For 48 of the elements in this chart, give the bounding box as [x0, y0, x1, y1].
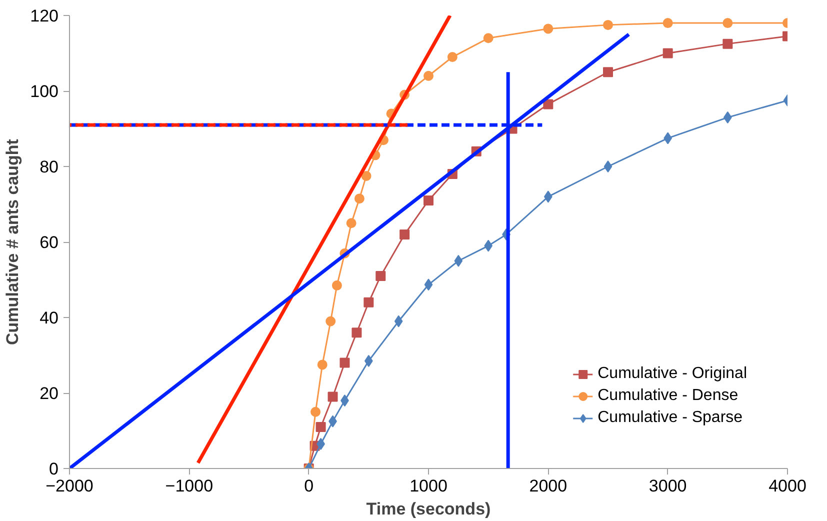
point: [603, 20, 613, 30]
y-tick-label: 80: [40, 158, 59, 176]
point: [603, 67, 613, 78]
x-tick-label: 1000: [410, 476, 448, 496]
point: [310, 406, 321, 417]
point: [543, 24, 554, 34]
point: [316, 422, 326, 432]
x-tick-label: 4000: [768, 476, 806, 496]
point: [317, 360, 328, 370]
point: [376, 270, 386, 281]
legend-label: Cumulative - Sparse: [598, 409, 743, 427]
point: [483, 33, 494, 44]
point: [662, 18, 673, 28]
point: [604, 160, 612, 172]
point: [662, 48, 673, 58]
point: [361, 170, 372, 181]
point: [352, 328, 362, 338]
point: [722, 18, 733, 28]
y-tick-label: 60: [40, 233, 59, 252]
point: [328, 392, 338, 402]
x-tick-label: 3000: [648, 476, 687, 496]
x-tick-label: −2000: [46, 476, 94, 496]
point: [394, 315, 403, 328]
point: [346, 218, 356, 228]
y-tick-label: 40: [40, 308, 59, 328]
y-tick-label: 0: [49, 460, 59, 478]
x-tick-label: 2000: [529, 476, 568, 496]
point: [354, 194, 364, 204]
point: [364, 297, 374, 308]
point: [447, 52, 458, 62]
point: [332, 280, 342, 290]
point: [326, 316, 336, 326]
y-tick-label: 120: [30, 6, 59, 26]
point: [400, 229, 410, 240]
y-axis-title: Cumulative # ants caught: [3, 138, 22, 345]
point: [454, 254, 463, 267]
legend-label: Cumulative - Original: [598, 365, 747, 383]
x-axis-title: Time (seconds): [366, 500, 491, 518]
y-tick-label: 100: [30, 82, 59, 101]
legend-label: Cumulative - Dense: [598, 387, 738, 405]
point: [340, 358, 350, 368]
point: [424, 70, 434, 81]
y-tick-label: 20: [40, 384, 59, 403]
x-tick-label: 0: [304, 476, 314, 496]
point: [424, 195, 434, 206]
point: [722, 38, 733, 49]
point: [424, 278, 433, 291]
x-tick-label: −1000: [165, 476, 214, 496]
